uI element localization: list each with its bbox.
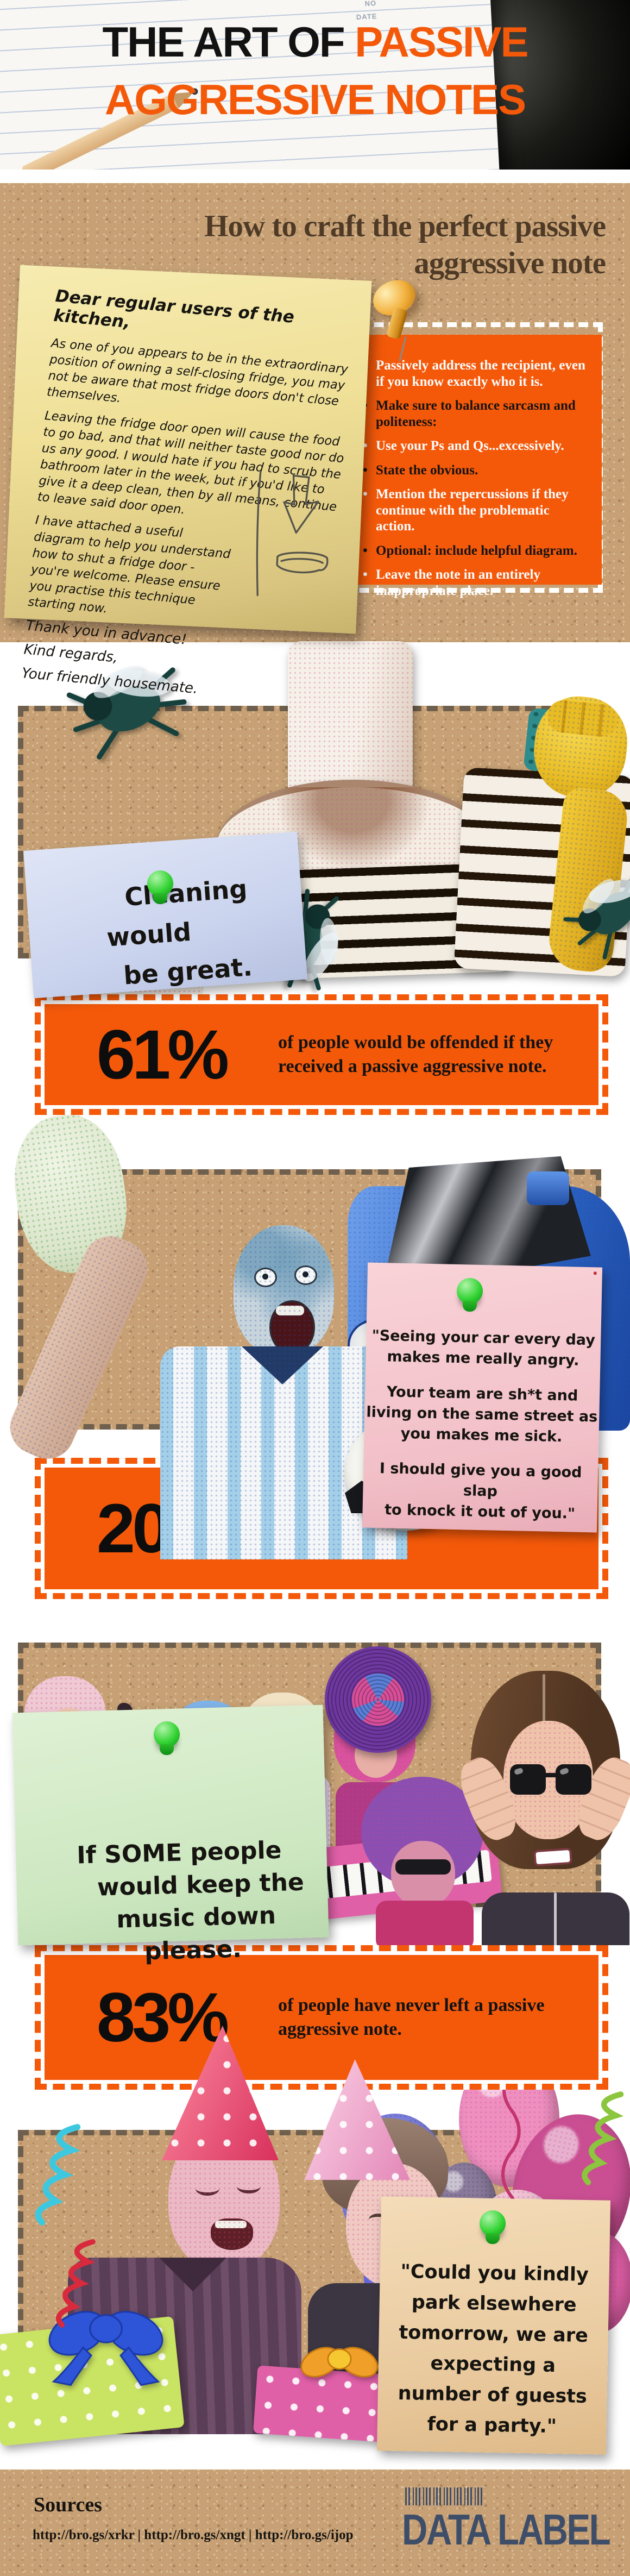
orange-bow-icon bbox=[300, 2347, 379, 2378]
tip-text: Passively address the recipient, even if… bbox=[376, 358, 585, 389]
clenched-teeth bbox=[533, 1847, 572, 1867]
note-line: park elsewhere bbox=[411, 2291, 577, 2316]
kitchen-letter-note: Dear regular users of the kitchen, As on… bbox=[4, 265, 372, 697]
glasses-icon bbox=[510, 1764, 591, 1796]
tip-text: Mention the repercussions if they contin… bbox=[376, 487, 569, 534]
tip-text: Make sure to balance sarcasm and politen… bbox=[376, 398, 576, 429]
footer-bar: Sources http://bro.gs/xrkr | http://bro.… bbox=[0, 2470, 630, 2576]
vinyl-record-icon bbox=[325, 1646, 431, 1753]
stat-description: of people have never left a passive aggr… bbox=[278, 1995, 545, 2039]
streamer-icon bbox=[56, 2239, 96, 2328]
tip-text: State the obvious. bbox=[376, 462, 478, 478]
title-black-part: THE ART OF bbox=[102, 18, 345, 66]
note-line: I should give you a good slap bbox=[379, 1460, 582, 1500]
stat-percentage: 83% bbox=[96, 1978, 229, 2057]
note-line: "Could you kindly bbox=[400, 2260, 589, 2286]
letter-paragraph: I have attached a useful diagram to help… bbox=[27, 513, 231, 616]
blue-bow-icon bbox=[48, 2311, 163, 2386]
afro-dancer-photo bbox=[353, 1777, 494, 1951]
section-heading: How to craft the perfect passive aggress… bbox=[204, 208, 606, 282]
cleaning-sticky-note: Cleaning would be great. bbox=[23, 831, 307, 999]
stat-percentage: 61% bbox=[96, 1016, 229, 1094]
laughing-mouth bbox=[211, 2218, 253, 2250]
fridge-door-diagram-icon bbox=[256, 471, 329, 597]
note-line: for a party." bbox=[427, 2413, 557, 2438]
car-mirror bbox=[527, 1171, 569, 1205]
tip-text: Optional: include helpful diagram. bbox=[376, 543, 577, 558]
tip-text: Use your Ps and Qs...excessively. bbox=[376, 438, 564, 453]
fan-face bbox=[234, 1225, 334, 1355]
fly-icon bbox=[66, 666, 187, 760]
tip-item: • Optional: include helpful diagram. bbox=[363, 543, 589, 559]
bullet-icon: • bbox=[363, 487, 368, 502]
sources-label: Sources bbox=[34, 2493, 102, 2516]
gold-push-pin-icon bbox=[368, 274, 428, 361]
note-line: to knock it out of you." bbox=[384, 1501, 576, 1522]
sources-urls: http://bro.gs/xrkr | http://bro.gs/xngt … bbox=[33, 2528, 354, 2542]
streamer-icon bbox=[582, 2091, 624, 2185]
stat-box-never-left: 83% of people have never left a passive … bbox=[35, 1945, 608, 2090]
bullet-icon: • bbox=[363, 438, 368, 453]
tip-item: • Make sure to balance sarcasm and polit… bbox=[363, 398, 589, 430]
dark-top bbox=[482, 1892, 629, 1945]
stat-box-offended: 61% of people would be offended if they … bbox=[35, 994, 608, 1115]
annoyed-woman-photo bbox=[452, 1671, 630, 1945]
tip-item: • Passively address the recipient, even … bbox=[363, 358, 589, 390]
tip-text: Leave the note in an entirely inappropri… bbox=[376, 567, 540, 598]
green-push-pin-icon bbox=[152, 1721, 181, 1757]
sunglasses-icon bbox=[395, 1859, 451, 1875]
note-line: number of guests bbox=[398, 2382, 588, 2408]
green-push-pin-icon bbox=[455, 1278, 484, 1314]
fly-icon bbox=[563, 870, 630, 960]
stat-description: of people would be offended if they rece… bbox=[278, 1032, 553, 1076]
bullet-icon: • bbox=[363, 543, 368, 558]
bullet-icon: • bbox=[363, 567, 368, 582]
shouting-mouth bbox=[269, 1300, 315, 1355]
streamer-icon bbox=[35, 2124, 81, 2226]
tip-item: • Leave the note in an entirely inapprop… bbox=[363, 567, 589, 599]
data-label-logo: DATA LABEL bbox=[402, 2487, 611, 2558]
tip-item: • State the obvious. bbox=[363, 462, 589, 479]
heading-line-2: aggressive note bbox=[414, 246, 606, 280]
note-line: tomorrow, we are bbox=[399, 2321, 589, 2347]
title-line-1: THE ART OF PASSIVE bbox=[0, 21, 630, 63]
barcode-icon bbox=[405, 2487, 483, 2505]
notebook-no-label: NO bbox=[364, 0, 377, 8]
tips-box: • Passively address the recipient, even … bbox=[346, 335, 602, 598]
page-title: THE ART OF PASSIVE AGGRESSIVE NOTES bbox=[0, 21, 630, 121]
note-line: expecting a bbox=[430, 2352, 556, 2377]
tip-item: • Use your Ps and Qs...excessively. bbox=[363, 438, 589, 454]
tip-item: • Mention the repercussions if they cont… bbox=[363, 486, 589, 535]
bullet-icon: • bbox=[363, 462, 368, 478]
title-orange-part-2: AGGRESSIVE NOTES bbox=[104, 76, 526, 123]
green-push-pin-icon bbox=[146, 870, 175, 906]
title-orange-part-1: PASSIVE bbox=[355, 18, 528, 66]
heading-line-1: How to craft the perfect passive bbox=[204, 209, 606, 243]
logo-text: DATA LABEL bbox=[402, 2505, 611, 2554]
header-banner: NO DATE THE ART OF PASSIVE AGGRESSIVE NO… bbox=[0, 0, 630, 170]
green-push-pin-icon bbox=[478, 2210, 507, 2246]
